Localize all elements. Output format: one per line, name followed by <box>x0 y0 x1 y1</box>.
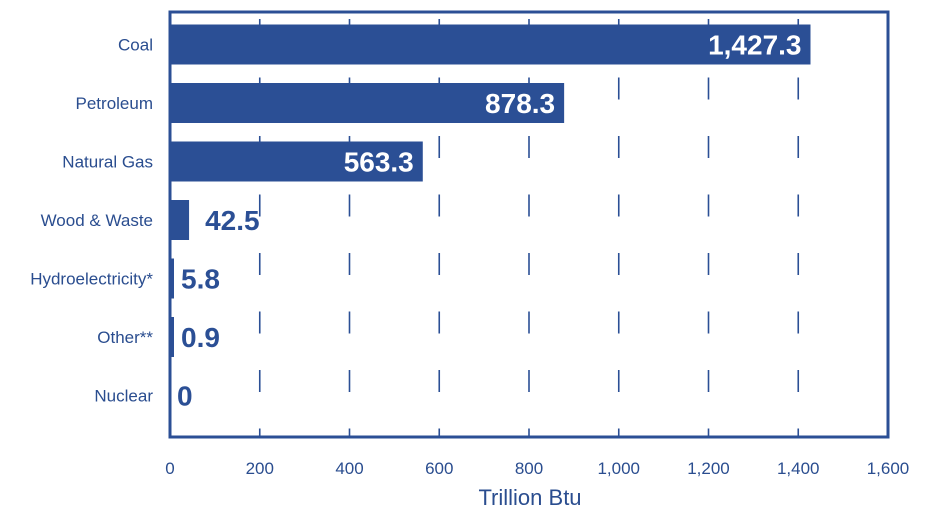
x-axis-title: Trillion Btu <box>478 485 581 510</box>
x-tick-label: 0 <box>165 459 174 478</box>
value-label: 0.9 <box>181 322 220 353</box>
value-labels: 1,427.3 878.3 563.3 42.5 5.8 0.9 0 <box>177 30 802 412</box>
x-tick-labels: 0 200 400 600 800 1,000 1,200 1,400 1,600 <box>165 459 909 478</box>
bar <box>170 317 174 357</box>
value-label: 1,427.3 <box>708 30 801 61</box>
value-label: 878.3 <box>485 88 555 119</box>
x-tick-label: 400 <box>335 459 363 478</box>
x-tick-label: 1,200 <box>687 459 730 478</box>
value-label: 0 <box>177 381 193 412</box>
x-tick-label: 600 <box>425 459 453 478</box>
plot-frame <box>168 10 890 439</box>
category-label: Nuclear <box>94 387 153 406</box>
bar <box>170 200 190 240</box>
category-label: Hydroelectricity* <box>30 270 153 289</box>
value-label: 42.5 <box>205 205 260 236</box>
category-labels: Coal Petroleum Natural Gas Wood & Waste Hydr… <box>30 36 153 406</box>
value-label: 5.8 <box>181 264 220 295</box>
bar <box>170 141 423 182</box>
x-tick-label: 200 <box>246 459 274 478</box>
x-tick-label: 1,600 <box>867 459 910 478</box>
x-tick-label: 1,400 <box>777 459 820 478</box>
x-tick-label: 800 <box>515 459 543 478</box>
category-label: Other** <box>97 328 153 347</box>
bar <box>170 24 811 65</box>
x-tick-label: 1,000 <box>597 459 640 478</box>
category-label: Petroleum <box>76 94 153 113</box>
value-label: 563.3 <box>344 147 414 178</box>
bar <box>170 258 174 299</box>
grid-lines <box>258 12 800 437</box>
category-label: Natural Gas <box>62 153 153 172</box>
bars <box>170 24 811 357</box>
category-label: Wood & Waste <box>41 211 153 230</box>
bar <box>170 83 565 123</box>
category-label: Coal <box>118 36 153 55</box>
